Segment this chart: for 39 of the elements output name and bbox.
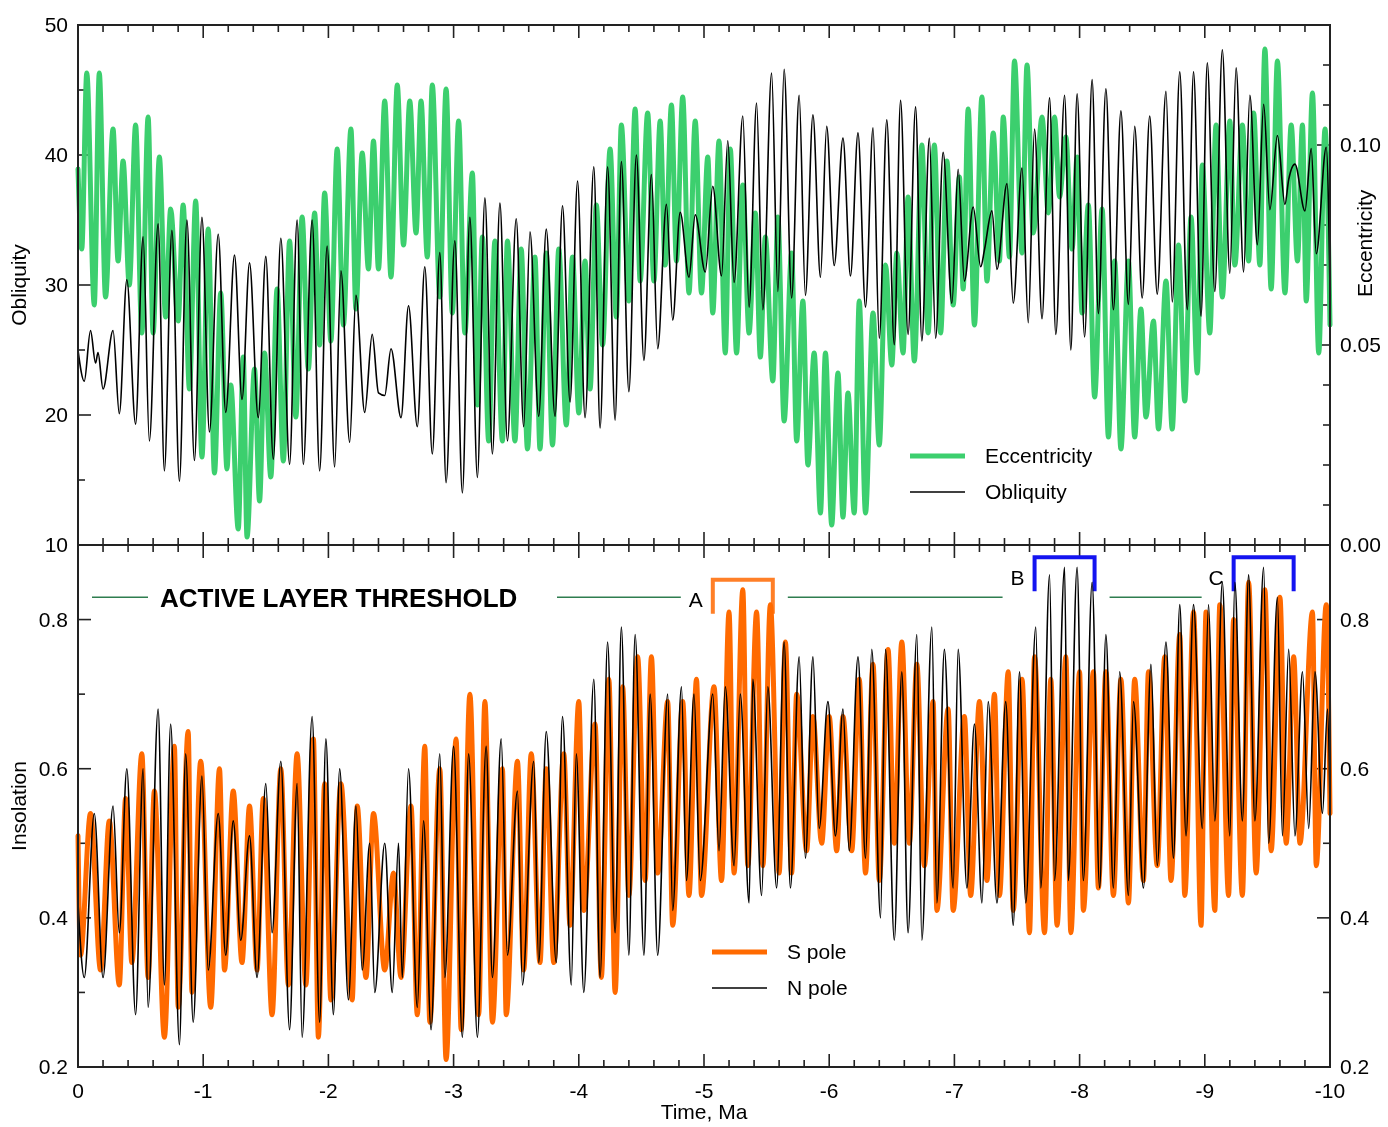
y-tick-label: 50 — [44, 13, 68, 37]
y2-tick-label: 0.10 — [1340, 133, 1381, 157]
y2-tick-label: 0.6 — [1340, 757, 1370, 781]
x-tick-label: -1 — [193, 1079, 213, 1102]
y-tick-label: 30 — [44, 273, 68, 297]
annotation: A — [688, 588, 703, 612]
y-tick-label: 20 — [44, 403, 68, 427]
x-tick-label: -10 — [1314, 1079, 1346, 1102]
annotation: C — [1208, 565, 1224, 589]
x-tick-label: -3 — [444, 1079, 463, 1102]
y-axis-title: Obliquity — [7, 243, 30, 326]
y-tick-label: 0.2 — [38, 1055, 68, 1079]
y-tick-label: 0.6 — [38, 757, 68, 781]
x-tick-label: -9 — [1195, 1079, 1215, 1102]
y2-tick-label: 0.2 — [1340, 1055, 1370, 1079]
x-axis-title: Time, Ma — [660, 1100, 748, 1123]
y2-tick-label: 0.8 — [1340, 607, 1370, 631]
x-tick-label: -8 — [1070, 1079, 1089, 1102]
y2-tick-label: 0.05 — [1340, 333, 1381, 357]
legend-label: Eccentricity — [985, 444, 1093, 468]
annotation: B — [1010, 565, 1025, 589]
x-tick-label: -5 — [694, 1079, 714, 1102]
y2-tick-label: 0.00 — [1340, 533, 1381, 557]
x-tick-label: -4 — [569, 1079, 589, 1102]
y-tick-label: 0.8 — [38, 607, 68, 631]
x-tick-label: 0 — [72, 1079, 84, 1102]
x-tick-label: -2 — [319, 1079, 338, 1102]
legend-label: S pole — [787, 940, 847, 964]
legend-label: Obliquity — [985, 480, 1068, 504]
x-tick-label: -6 — [819, 1079, 839, 1102]
y-tick-label: 40 — [44, 143, 68, 167]
ref-line-label: ACTIVE LAYER THRESHOLD — [160, 582, 518, 613]
y-tick-label: 10 — [44, 533, 68, 557]
y2-tick-label: 0.4 — [1340, 906, 1370, 930]
y2-axis-title: Eccentricity — [1353, 189, 1376, 298]
y-axis-title: Insolation — [7, 761, 30, 851]
y-tick-label: 0.4 — [38, 906, 69, 930]
legend-label: N pole — [787, 976, 848, 1000]
x-tick-label: -7 — [945, 1079, 964, 1102]
